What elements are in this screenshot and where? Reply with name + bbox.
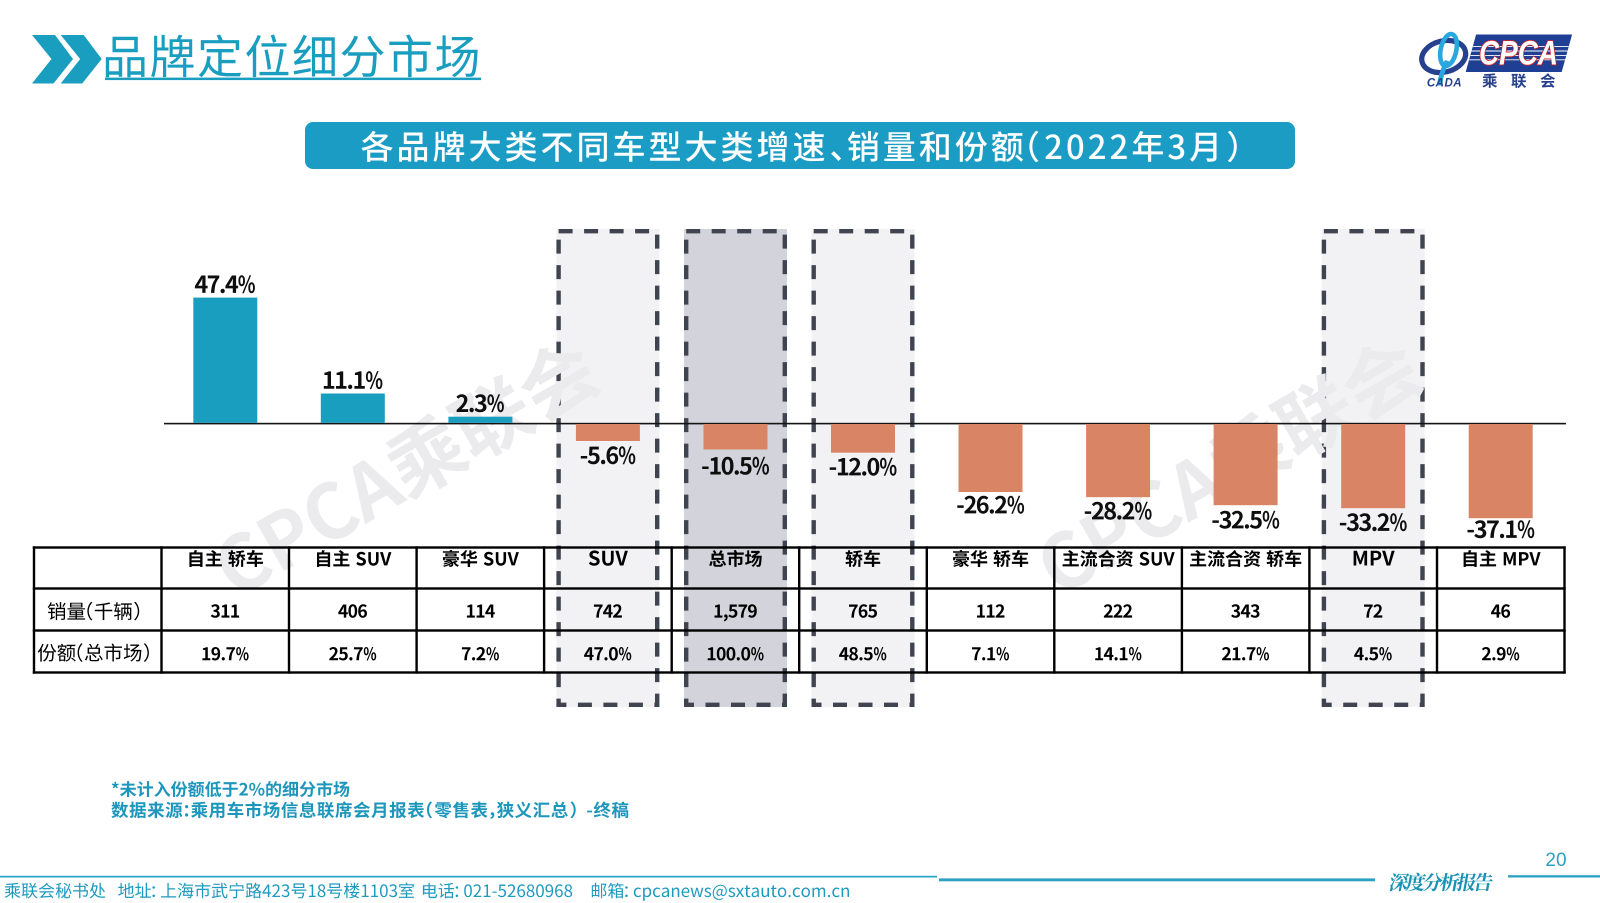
svg-text:CPCA: CPCA — [1479, 34, 1558, 72]
svg-text:20: 20 — [1545, 850, 1566, 871]
svg-text:CADA: CADA — [1427, 78, 1462, 90]
